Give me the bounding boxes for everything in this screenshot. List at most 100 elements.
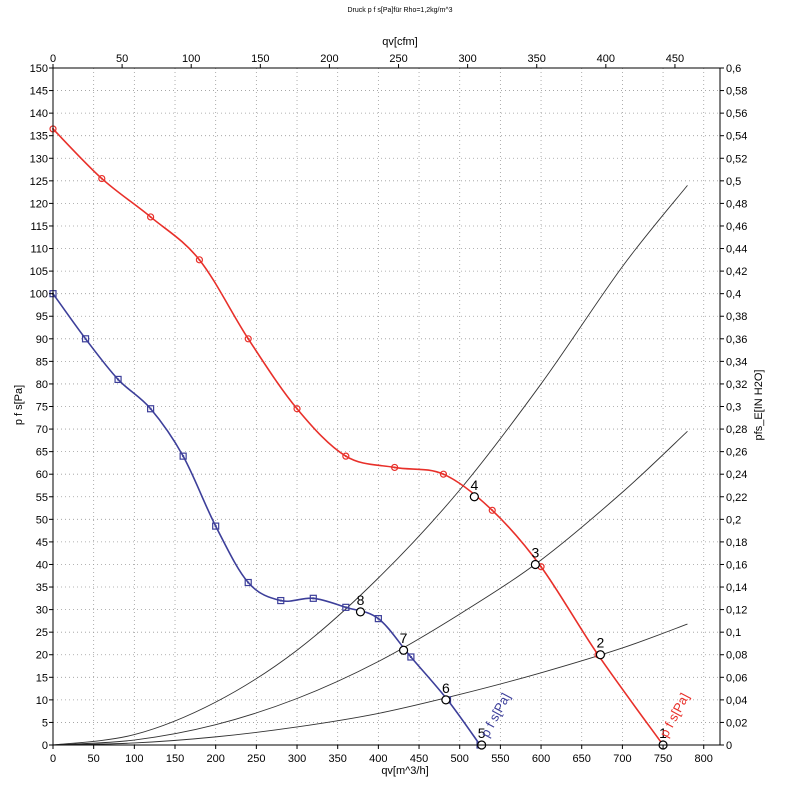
y-tick-label: 40 [36,559,48,571]
system-curve-line [52,623,688,746]
y-tick-label: 60 [36,469,48,481]
x-tick-label: 50 [88,753,100,765]
top-axis-label: qv[cfm] [382,36,417,48]
y2-tick-label: 0,3 [726,402,741,414]
y2-tick-label: 0,58 [726,86,747,98]
data-point-center [149,215,152,218]
y2-tick-label: 0,38 [726,311,747,323]
y2-tick-label: 0,02 [726,717,747,729]
y2-tick-label: 0,54 [726,131,747,143]
y-tick-label: 35 [36,582,48,594]
x-tick-label: 150 [166,753,184,765]
y2-tick-label: 0,48 [726,198,747,210]
y-tick-label: 145 [30,86,48,98]
y-tick-label: 100 [30,289,48,301]
operating-point-label: 6 [442,680,450,696]
y2-tick-label: 0,14 [726,582,747,594]
grid [53,68,720,745]
data-point-center [540,565,543,568]
x2-tick-label: 450 [666,53,684,65]
y-tick-label: 120 [30,198,48,210]
x-tick-label: 350 [329,753,347,765]
y2-tick-label: 0,1 [726,627,741,639]
data-point-center [100,177,103,180]
data-point-center [344,606,347,609]
data-point-center [214,525,217,528]
operating-point-marker [441,695,451,705]
y-tick-label: 110 [30,244,48,256]
x-tick-label: 0 [50,753,56,765]
data-point-center [247,337,250,340]
data-point-center [393,466,396,469]
y-tick-label: 20 [36,650,48,662]
y2-tick-label: 0,5 [726,176,741,188]
x-tick-label: 750 [654,753,672,765]
operating-point-label: 2 [597,635,605,651]
y-tick-label: 55 [36,492,48,504]
operating-point-marker [355,607,366,617]
operating-point-label: 4 [470,477,478,493]
data-point [391,463,399,472]
y-tick-label: 5 [42,717,48,729]
chart-title: Druck p f s[Pa]für Rho=1,2kg/m^3 [347,7,452,14]
y2-tick-label: 0,2 [726,514,741,526]
y2-tick-label: 0,46 [726,221,747,233]
data-point-center [117,378,120,381]
data-point [212,522,220,530]
operating-point-marker [398,645,409,655]
data-point [293,405,301,413]
system-curves [52,185,688,746]
y2-tick-label: 0,52 [726,153,747,165]
data-point-center [491,509,494,512]
y2-tick-label: 0,08 [726,650,747,662]
y-tick-label: 80 [36,379,48,391]
data-point-center [344,455,347,458]
y2-tick-label: 0,36 [726,334,747,346]
x2-tick-label: 50 [116,53,128,65]
data-point [195,256,204,264]
data-point [374,615,382,623]
x2-tick-label: 250 [389,53,407,65]
data-point [147,405,155,413]
y-tick-label: 0 [42,740,48,752]
y-tick-label: 25 [36,627,48,639]
data-point [342,452,350,460]
data-point [114,375,122,384]
operating-point-marker [469,492,479,502]
data-point-center [442,473,445,476]
y2-tick-label: 0,28 [726,424,747,436]
x-tick-label: 600 [532,753,550,765]
data-point [244,335,252,343]
y2-tick-label: 0,04 [726,695,747,707]
y2-tick-label: 0,44 [726,244,747,256]
y-tick-label: 15 [36,672,48,684]
y-tick-label: 135 [30,131,48,143]
y-tick-label: 10 [36,695,48,707]
y-tick-label: 30 [36,605,48,617]
data-point [342,603,350,611]
x-tick-label: 400 [369,753,387,765]
y-tick-label: 75 [36,402,48,414]
x2-tick-label: 350 [528,53,546,65]
x2-tick-label: 0 [50,53,56,65]
x-tick-label: 450 [410,753,428,765]
data-point [488,506,496,514]
y2-tick-label: 0,42 [726,266,747,278]
y2-tick-label: 0 [726,740,732,752]
data-point-center [279,599,282,602]
data-point-center [84,337,87,340]
y-tick-label: 140 [30,108,48,120]
data-point [147,213,155,221]
y-tick-label: 85 [36,356,48,368]
data-point [244,578,252,587]
y-tick-label: 65 [36,447,48,459]
data-point-center [409,655,412,658]
operating-point-label: 1 [659,725,667,741]
data-point [309,594,317,602]
y2-tick-label: 0,12 [726,605,747,617]
y2-tick-label: 0,24 [726,469,747,481]
y2-tick-label: 0,18 [726,537,747,549]
operating-point-marker [595,650,606,660]
operating-point-label: 8 [357,592,365,608]
